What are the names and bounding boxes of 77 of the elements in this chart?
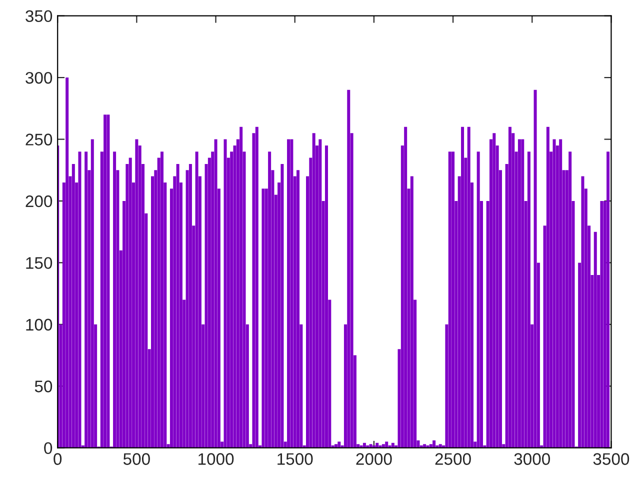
bar [521, 139, 524, 448]
bar [606, 152, 610, 448]
bar [452, 152, 455, 448]
bar [72, 164, 75, 448]
bar [318, 139, 322, 448]
bar [552, 139, 556, 448]
bar [467, 126, 470, 448]
bar [334, 444, 338, 448]
bar [113, 152, 116, 448]
bar [508, 126, 512, 448]
x-tick-label: 3500 [593, 453, 630, 465]
x-tick-label: 1000 [198, 453, 234, 465]
bar [338, 442, 341, 448]
bar [176, 164, 180, 448]
x-tick-label: 1500 [278, 453, 313, 465]
bar [268, 152, 272, 448]
bar [106, 114, 110, 448]
bar [527, 152, 530, 448]
bar [410, 176, 414, 448]
bar [84, 152, 88, 448]
bar [160, 152, 164, 448]
bar [78, 152, 82, 448]
y-tick-label: 0 [44, 442, 52, 454]
x-tick-label: 3000 [514, 453, 550, 465]
bar [195, 152, 198, 448]
x-tick-label: 500 [123, 453, 150, 465]
bar [385, 442, 388, 448]
bar [423, 444, 426, 448]
bar [376, 442, 379, 448]
bar [438, 444, 442, 448]
bar [66, 78, 69, 448]
bar [312, 133, 316, 448]
bar [287, 139, 290, 448]
bar [324, 145, 328, 448]
bar [594, 232, 597, 448]
bar [296, 170, 300, 448]
bar [546, 126, 550, 448]
x-tick-label: 0 [54, 453, 62, 465]
bar [290, 139, 294, 448]
bar [382, 444, 385, 448]
y-tick-label: 100 [26, 318, 52, 331]
bar [476, 152, 480, 448]
bar [255, 126, 258, 448]
bar [240, 126, 243, 448]
bar [224, 139, 227, 448]
bar [429, 444, 432, 448]
bar [432, 440, 436, 448]
y-tick-label: 150 [26, 257, 52, 269]
bar [461, 126, 464, 448]
bar [135, 139, 138, 448]
bar [262, 188, 265, 448]
bar [128, 158, 132, 448]
bar [448, 152, 452, 448]
bar [280, 164, 284, 448]
bar [518, 139, 521, 448]
bar [347, 90, 350, 448]
bar [188, 164, 192, 448]
bar [90, 139, 94, 448]
y-tick-label: 250 [26, 134, 52, 146]
bar [559, 139, 562, 448]
bar [492, 133, 496, 448]
bar [214, 139, 218, 448]
bar [581, 176, 584, 448]
x-tick-label: 2500 [435, 453, 471, 465]
y-tick-label: 50 [34, 380, 52, 392]
bar [391, 442, 394, 448]
bar [362, 442, 366, 448]
bar [534, 90, 537, 448]
y-tick-label: 350 [26, 10, 52, 22]
bar [404, 126, 408, 448]
bar [369, 444, 372, 448]
bar [568, 152, 572, 448]
bar [600, 200, 604, 448]
bar [104, 114, 107, 448]
x-tick-label: 2000 [356, 453, 392, 465]
y-tick-label: 300 [26, 72, 52, 84]
y-tick-label: 200 [26, 195, 52, 208]
